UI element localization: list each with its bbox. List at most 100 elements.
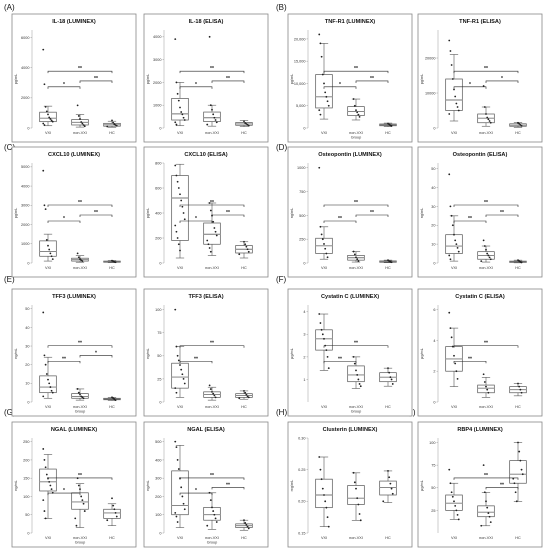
data-point [449, 205, 452, 208]
data-point [482, 464, 485, 467]
data-point [80, 121, 83, 123]
y-tick-label: 15,000 [294, 60, 306, 64]
data-point [359, 519, 362, 522]
box [203, 222, 221, 245]
y-tick-label: 2000 [153, 81, 161, 85]
chart-panel: TNF-R1 (LUMINEX) 0 5,000 10,000 15,000 20,000… [287, 13, 413, 143]
data-point [382, 500, 385, 503]
significance-bracket [179, 477, 245, 480]
data-point [177, 187, 180, 189]
data-point [48, 382, 51, 385]
y-tick-label: 400 [155, 458, 161, 462]
data-point [49, 386, 52, 388]
y-tick-label: 600 [155, 186, 161, 190]
box [445, 494, 463, 511]
x-tick-label: HC [241, 405, 247, 409]
chart-panel: TNF-R1 (ELISA) 0 10000 20000 pg/mL VXI non-VXI… [417, 13, 543, 143]
y-tick-label: 100 [429, 441, 435, 445]
data-point [112, 121, 115, 124]
data-point [520, 125, 523, 127]
data-point [485, 385, 487, 388]
data-point [353, 362, 356, 365]
data-point [448, 113, 451, 115]
significance-bracket [47, 204, 113, 207]
significance-bracket [179, 220, 213, 223]
data-point [243, 390, 245, 392]
data-point [211, 390, 213, 393]
data-point [75, 524, 78, 527]
y-tick-label: 200 [155, 495, 161, 499]
data-point [49, 484, 52, 487]
data-point [81, 260, 84, 262]
data-point [214, 230, 217, 233]
data-point [514, 491, 517, 494]
box [509, 460, 527, 484]
panel-letter: (B) [276, 3, 287, 12]
data-point [389, 376, 392, 379]
data-point [114, 399, 117, 402]
y-tick-label: 4 [433, 339, 435, 343]
data-point [76, 252, 79, 255]
data-point [114, 512, 117, 514]
x-axis-label: Group [351, 410, 362, 414]
data-point [174, 121, 177, 124]
chart-panel: IL-18 (ELISA) 0 1000 2000 3000 4000 pg/mL VXI no… [143, 13, 269, 143]
data-point [244, 243, 247, 246]
data-point [325, 95, 328, 98]
data-point [113, 508, 116, 511]
chart-panel: Clusterin (LUMINEX) 0.15 0.20 0.25 0.30 mg/mL… [287, 421, 413, 548]
data-point [82, 397, 85, 400]
data-point [213, 394, 216, 397]
data-point [183, 218, 186, 221]
significance-bracket [47, 70, 113, 74]
data-point [489, 121, 492, 124]
x-tick-label: VXI [321, 536, 327, 540]
data-point [453, 354, 455, 357]
data-point [318, 166, 321, 169]
significance-bracket [323, 360, 357, 364]
significance-label: * [63, 82, 65, 88]
x-tick-label: non-VXI [479, 536, 493, 540]
data-point [245, 393, 248, 396]
data-point [451, 495, 454, 498]
box [171, 362, 189, 389]
data-point [181, 373, 184, 376]
data-point [179, 106, 181, 109]
data-point [517, 441, 519, 444]
data-point [390, 261, 393, 264]
y-tick-label: 20000 [425, 56, 436, 60]
x-tick-label: HC [385, 131, 391, 135]
data-point [43, 459, 46, 461]
data-point [355, 369, 357, 372]
panel-frame [287, 13, 413, 143]
data-point [212, 392, 215, 395]
y-tick-label: 50 [25, 513, 29, 517]
data-point [352, 250, 355, 253]
data-point [177, 243, 180, 246]
significance-bracket [355, 214, 389, 217]
significance-bracket [323, 204, 389, 207]
box [445, 78, 463, 111]
x-tick-label: non-VXI [205, 131, 219, 135]
y-tick-label: 5,000 [296, 104, 306, 108]
y-tick-label: 0 [27, 531, 29, 535]
x-tick-label: HC [241, 266, 247, 270]
data-point [318, 456, 321, 458]
chart-title: RBP4 (LUMINEX) [457, 427, 503, 433]
data-point [79, 488, 81, 491]
data-point [320, 55, 323, 58]
x-tick-label: non-VXI [349, 536, 363, 540]
y-tick-label: 150 [23, 477, 29, 481]
box [39, 240, 57, 257]
data-point [48, 116, 51, 119]
data-point [43, 124, 46, 126]
data-point [175, 515, 178, 518]
data-point [451, 224, 454, 227]
data-point [177, 359, 180, 362]
x-tick-label: HC [515, 405, 521, 409]
x-tick-label: non-VXI [479, 131, 493, 135]
data-point [325, 252, 328, 255]
data-point [319, 42, 322, 45]
data-point [489, 521, 492, 524]
